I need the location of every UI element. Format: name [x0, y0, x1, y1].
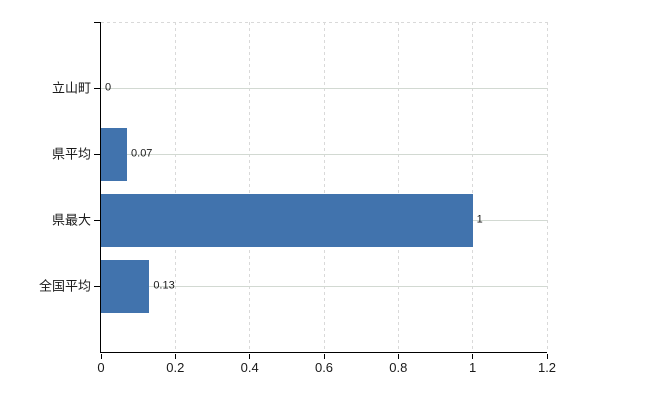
- bar: [101, 259, 150, 313]
- gridline-horizontal: [101, 285, 547, 287]
- bar-value-label: 0.07: [131, 147, 153, 160]
- gridline-vertical: [249, 22, 251, 352]
- x-axis-tick-label: 1.2: [537, 360, 557, 375]
- category-label: 立山町: [51, 80, 91, 96]
- gridline-vertical: [323, 22, 325, 352]
- x-axis-tick: [546, 353, 548, 359]
- gridline-vertical: [397, 22, 399, 352]
- bar: [101, 127, 128, 181]
- y-axis-tick: [93, 285, 100, 287]
- x-axis-tick-label: 0.2: [166, 360, 185, 375]
- category-label: 県平均: [51, 146, 91, 162]
- x-axis-tick-label: 1: [469, 360, 477, 375]
- y-axis-tick: [93, 153, 100, 155]
- gridline-vertical: [472, 22, 474, 352]
- x-axis-tick-label: 0.8: [389, 360, 408, 375]
- y-axis-tick: [93, 219, 100, 221]
- gridline-vertical: [546, 22, 548, 352]
- category-label: 全国平均: [38, 278, 91, 294]
- plot-area: 0 立山町 0.07 県平均 1 県最大 0.13 全国平均 0 0.2 0.4 0.6 0.8 1 1.2: [39, 22, 556, 374]
- x-axis-tick: [472, 353, 474, 359]
- x-axis-tick: [397, 353, 399, 359]
- x-axis-tick: [323, 353, 325, 359]
- bar-value-label: 1: [476, 213, 483, 226]
- bar-value-label: 0.13: [153, 279, 175, 292]
- gridline-horizontal: [101, 87, 547, 89]
- category-label: 県最大: [51, 212, 91, 228]
- x-axis-tick-label: 0: [97, 360, 105, 375]
- x-axis-tick: [174, 353, 176, 359]
- x-axis-tick: [100, 353, 102, 359]
- x-axis-tick-label: 0.6: [314, 360, 334, 375]
- bar-value-label: 0: [105, 81, 112, 94]
- bar: [101, 193, 473, 247]
- y-axis-end-tick: [93, 22, 100, 23]
- gridline-horizontal: [101, 153, 547, 155]
- x-axis-tick-label: 0.4: [240, 360, 259, 375]
- gridline-vertical: [174, 22, 176, 352]
- x-axis-tick: [249, 353, 251, 359]
- y-axis-tick: [93, 87, 100, 89]
